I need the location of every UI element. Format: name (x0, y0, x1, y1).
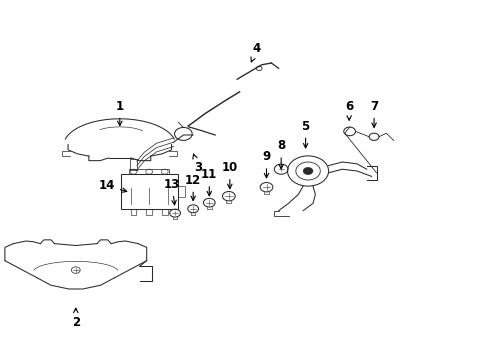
Circle shape (303, 167, 312, 175)
Text: 1: 1 (116, 100, 123, 126)
Text: 8: 8 (277, 139, 285, 169)
Text: 7: 7 (369, 100, 377, 127)
Text: 12: 12 (184, 174, 201, 201)
Bar (121, 174, 177, 209)
Text: 5: 5 (301, 120, 309, 148)
Text: 3: 3 (192, 154, 202, 174)
Text: 13: 13 (163, 178, 180, 205)
Text: 6: 6 (345, 100, 352, 120)
Text: 11: 11 (201, 168, 217, 196)
Text: 9: 9 (262, 150, 270, 178)
Text: 10: 10 (221, 161, 238, 189)
Text: 14: 14 (99, 179, 126, 192)
Text: 4: 4 (250, 42, 260, 62)
Text: 2: 2 (72, 308, 80, 329)
